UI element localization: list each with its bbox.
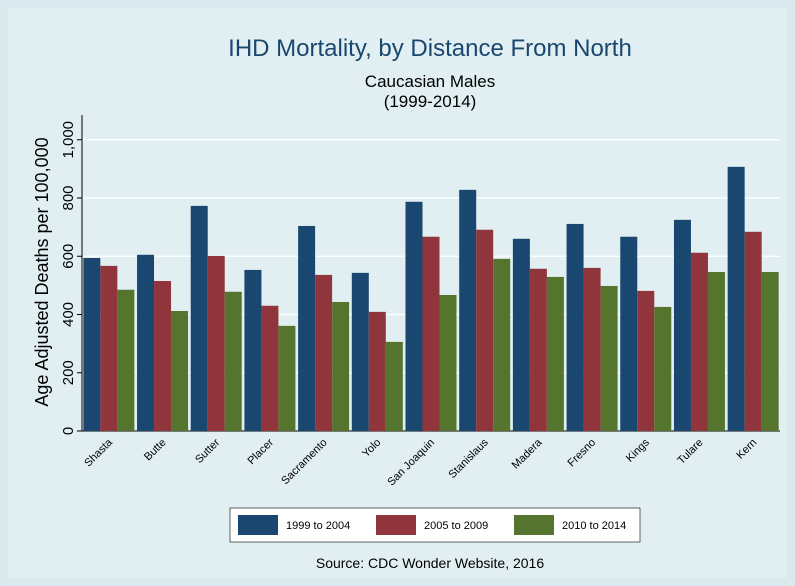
legend-box [229, 507, 641, 543]
y-tick-label: 200 [60, 360, 77, 385]
bar [171, 311, 189, 431]
chart-subtitle: (1999-2014) [384, 92, 477, 111]
bar [83, 258, 101, 431]
bar [244, 269, 262, 431]
bar [600, 285, 618, 431]
bar [405, 201, 423, 431]
bar [117, 289, 135, 431]
bar [459, 189, 477, 431]
bar [476, 229, 494, 431]
bar [744, 231, 762, 431]
y-tick-label: 600 [60, 244, 77, 269]
bar [654, 306, 672, 431]
legend-swatch [238, 515, 278, 535]
bar [529, 268, 547, 431]
bar [385, 341, 403, 431]
legend-swatch [514, 515, 554, 535]
bar [673, 219, 691, 431]
bar [154, 281, 172, 431]
bar [566, 223, 584, 431]
bar [690, 252, 708, 431]
chart-subtitle: Caucasian Males [365, 72, 495, 91]
legend-label: 1999 to 2004 [286, 520, 350, 532]
bar [368, 311, 386, 431]
bar [261, 305, 279, 431]
bar [761, 271, 779, 431]
bar [637, 290, 655, 431]
y-tick-label: 1,000 [60, 121, 77, 159]
source-note: Source: CDC Wonder Website, 2016 [316, 555, 544, 571]
bar [512, 238, 530, 431]
bar [278, 325, 296, 431]
bar [583, 267, 601, 431]
bar [422, 236, 440, 431]
bar [439, 294, 457, 431]
y-axis-label: Age Adjusted Deaths per 100,000 [32, 137, 52, 406]
bar [620, 236, 638, 431]
bar [137, 254, 155, 431]
bar [727, 166, 745, 431]
legend-label: 2005 to 2009 [424, 520, 488, 532]
y-tick-label: 800 [60, 185, 77, 210]
y-tick-label: 400 [60, 302, 77, 327]
bar [224, 291, 242, 431]
y-tick-label: 0 [60, 427, 77, 435]
legend-swatch [376, 515, 416, 535]
bar [315, 274, 333, 431]
bar [546, 276, 564, 431]
bar [190, 205, 208, 431]
bar [100, 265, 118, 431]
bar [351, 272, 369, 431]
bar [298, 225, 316, 431]
bar [707, 271, 725, 431]
legend-label: 2010 to 2014 [562, 520, 626, 532]
bar [207, 255, 225, 431]
chart-title: IHD Mortality, by Distance From North [228, 35, 632, 62]
bar [332, 301, 350, 431]
bar [493, 258, 511, 431]
